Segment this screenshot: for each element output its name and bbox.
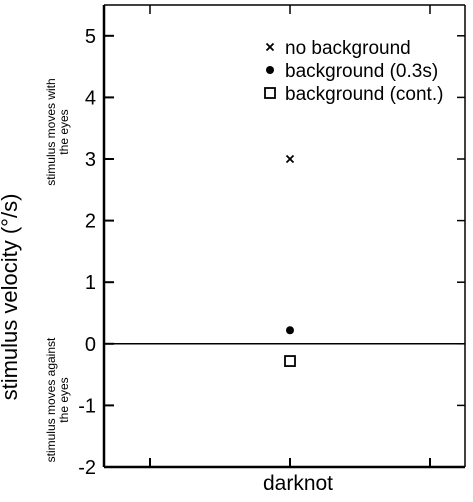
legend-marker-circle xyxy=(266,66,274,74)
plot-frame xyxy=(102,4,466,469)
annotation-upper: stimulus moves with the eyes xyxy=(44,78,71,185)
y-axis-ticks: 5 4 3 2 1 0 -1 -2 xyxy=(78,26,465,479)
legend-label: no background xyxy=(285,38,411,59)
y-tick-label: 5 xyxy=(85,26,96,48)
annotation-upper-line2: the eyes xyxy=(57,109,71,155)
legend-label: background (0.3s) xyxy=(285,61,438,82)
y-tick-label: 3 xyxy=(85,149,96,171)
y-axis-label: stimulus velocity (°/s) xyxy=(0,193,22,401)
x-axis-ticks xyxy=(149,5,431,467)
y-tick-label: 2 xyxy=(85,211,96,233)
legend-marker-square xyxy=(264,87,276,99)
y-tick-label: 1 xyxy=(85,272,96,294)
y-tick-label: 0 xyxy=(85,334,96,356)
point-background-0-3s xyxy=(286,326,294,335)
point-x-stroke xyxy=(285,154,295,164)
data-points xyxy=(284,154,296,367)
annotation-lower-line2: the eyes xyxy=(57,377,71,423)
legend-label: background (cont.) xyxy=(285,84,443,105)
y-tick-label: -2 xyxy=(78,457,96,479)
point-background-cont xyxy=(284,355,296,367)
point-no-background xyxy=(285,154,295,164)
y-tick-label: 4 xyxy=(85,87,96,109)
annotation-lower: stimulus moves against the eyes xyxy=(44,338,71,463)
legend-marker-x xyxy=(265,42,275,52)
y-tick-label: -1 xyxy=(78,395,96,417)
x-axis-label: darknot xyxy=(263,472,333,495)
